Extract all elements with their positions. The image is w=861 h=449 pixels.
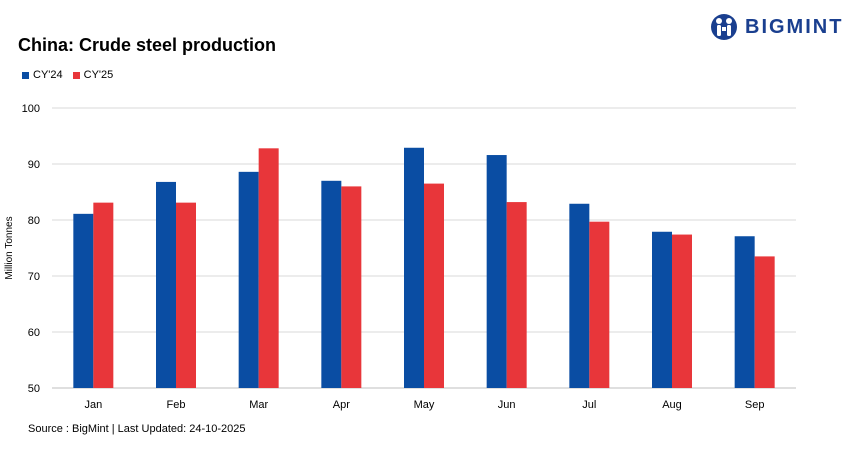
- bar-series-2: [424, 183, 444, 388]
- y-tick-label: 70: [28, 271, 40, 283]
- x-tick-label: Feb: [167, 399, 186, 411]
- bar-series-2: [589, 221, 610, 388]
- x-tick-label: May: [414, 399, 435, 411]
- legend-label-series-2: CY'25: [83, 69, 114, 81]
- y-tick-label: 80: [28, 215, 40, 227]
- bar-series-2: [176, 202, 196, 388]
- bar-series-1: [486, 155, 507, 388]
- bar-series-1: [73, 213, 94, 388]
- bar-series-1: [321, 180, 342, 388]
- bar-series-1: [652, 231, 672, 388]
- legend-swatch-series-2: [72, 71, 80, 79]
- bigmint-logo-icon: [711, 14, 737, 40]
- chart-legend: CY'24 CY'25: [22, 69, 113, 81]
- bar-series-1: [404, 147, 424, 388]
- bar-series-2: [506, 202, 527, 388]
- bar-series-2: [754, 256, 775, 388]
- x-tick-label: Apr: [333, 399, 350, 411]
- brand-name: BIGMINT: [745, 15, 844, 38]
- chart-title: China: Crude steel production: [18, 35, 277, 55]
- y-tick-label: 90: [28, 159, 40, 171]
- bar-series-2: [93, 202, 114, 388]
- legend-swatch-series-1: [22, 71, 29, 79]
- legend-item-series-2: CY'25: [72, 69, 114, 81]
- brand-logo: BIGMINT: [709, 12, 843, 42]
- source-note: Source : BigMint | Last Updated: 24-10-2…: [28, 423, 246, 435]
- legend-item-series-1: CY'24: [22, 69, 63, 81]
- x-tick-label: Mar: [249, 399, 268, 411]
- y-axis-label: Million Tonnes: [4, 216, 15, 279]
- bar-series-2: [672, 234, 692, 388]
- bar-series-2: [258, 148, 279, 388]
- bar-series-1: [734, 236, 755, 388]
- x-tick-label: Jul: [582, 399, 596, 411]
- bar-series-1: [569, 203, 590, 388]
- bar-series-2: [341, 186, 362, 388]
- bar-series-1: [156, 181, 176, 388]
- x-tick-label: Sep: [745, 399, 765, 411]
- x-tick-label: Aug: [662, 399, 682, 411]
- y-tick-label: 50: [28, 383, 40, 395]
- legend-label-series-1: CY'24: [33, 69, 63, 81]
- y-tick-label: 60: [28, 327, 40, 339]
- bar-series-1: [238, 171, 259, 388]
- y-tick-label: 100: [22, 103, 40, 115]
- x-tick-label: Jan: [84, 399, 102, 411]
- x-tick-label: Jun: [498, 399, 516, 411]
